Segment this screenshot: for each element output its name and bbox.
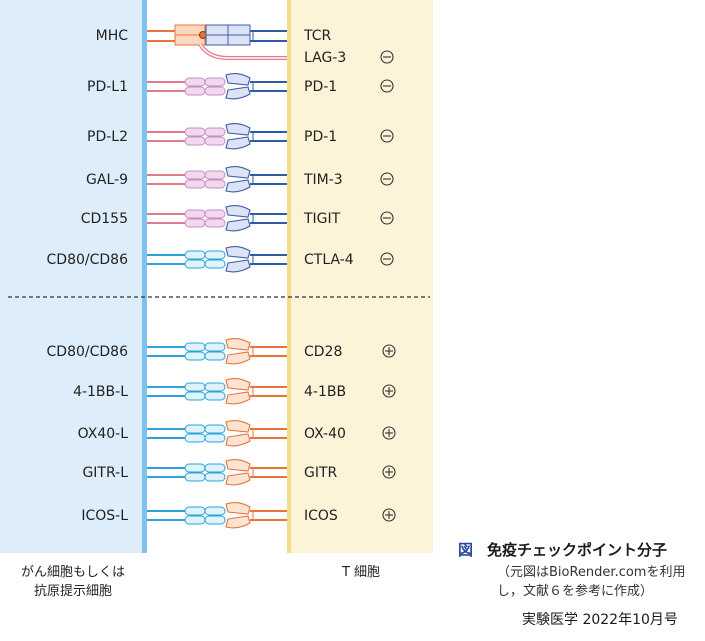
inhibitory-sign-3	[380, 129, 394, 143]
stim-receptor-label-1: 4-1BB	[304, 384, 346, 400]
apc-membrane	[142, 0, 147, 553]
receptor-label-2: PD-1	[304, 79, 337, 95]
inhibitory-sign-6	[380, 252, 394, 266]
inhibitory-pair-6	[147, 245, 287, 273]
stimulatory-pair-1	[147, 377, 287, 405]
stimulatory-sign-1	[382, 384, 396, 398]
inhibitory-sign-5	[380, 211, 394, 225]
figure-note: （元図はBioRender.comを利用 し，文献６を参考に作成）	[497, 563, 705, 601]
ligand-label-2: PD-L1	[87, 79, 128, 95]
apc-cell-region	[0, 0, 146, 553]
stimulatory-pair-2	[147, 419, 287, 447]
stimulatory-pair-0	[147, 337, 287, 365]
inhibitory-sign-4	[380, 172, 394, 186]
stim-receptor-label-2: OX-40	[304, 426, 346, 442]
figure-caption-title: 図免疫チェックポイント分子	[458, 539, 667, 560]
stim-ligand-label-3: GITR-L	[82, 465, 128, 481]
inhibitory-pair-2	[147, 72, 287, 100]
receptor-label-3: PD-1	[304, 129, 337, 145]
figure-source: 実験医学 2022年10月号	[522, 612, 678, 628]
stim-ligand-label-2: OX40-L	[78, 426, 129, 442]
antigen-peptide	[199, 31, 207, 39]
apc-cell-label-line2: 抗原提示細胞	[33, 584, 112, 599]
ligand-label-3: PD-L2	[87, 129, 128, 145]
stim-ligand-label-4: ICOS-L	[81, 508, 128, 524]
ligand-label-4: GAL-9	[86, 172, 128, 188]
stim-receptor-label-0: CD28	[304, 344, 342, 360]
stim-receptor-label-4: ICOS	[304, 508, 338, 524]
inhibitory-pair-3	[147, 122, 287, 150]
tcell-region	[287, 0, 433, 553]
stimulatory-pair-4	[147, 501, 287, 529]
tcell-membrane	[287, 0, 291, 553]
stimulatory-sign-0	[382, 344, 396, 358]
ligand-label-6: CD80/CD86	[47, 252, 129, 268]
apc-cell-label-line1: がん細胞もしくは	[20, 565, 125, 580]
receptor-label-1: LAG-3	[304, 50, 346, 66]
ligand-label-5: CD155	[81, 211, 128, 227]
receptor-label-0: TCR	[303, 28, 332, 44]
inhibitory-pair-5	[147, 204, 287, 232]
apc-cell-label: がん細胞もしくは 抗原提示細胞	[0, 563, 146, 601]
stim-ligand-label-1: 4-1BB-L	[73, 384, 128, 400]
stimulatory-pair-3	[147, 458, 287, 486]
stimulatory-sign-3	[382, 465, 396, 479]
t-cell-label: T 細胞	[341, 565, 381, 580]
receptor-label-6: CTLA-4	[304, 252, 354, 268]
stimulatory-sign-2	[382, 426, 396, 440]
stim-receptor-label-3: GITR	[304, 465, 338, 481]
inhibitory-sign-2	[380, 79, 394, 93]
inhibitory-sign-1	[380, 50, 394, 64]
figure-marker: 図	[458, 541, 474, 559]
figure-title: 免疫チェックポイント分子	[487, 541, 668, 559]
ligand-label-0: MHC	[96, 28, 129, 44]
receptor-label-4: TIM-3	[303, 172, 343, 188]
stimulatory-sign-4	[382, 508, 396, 522]
inhibitory-pair-4	[147, 165, 287, 193]
figure-note-line1: （元図はBioRender.comを利用	[497, 565, 686, 580]
stim-ligand-label-0: CD80/CD86	[47, 344, 129, 360]
figure-note-line2: し，文献６を参考に作成）	[497, 584, 654, 599]
mhc-tcr-complex	[147, 24, 287, 60]
receptor-label-5: TIGIT	[303, 211, 341, 227]
